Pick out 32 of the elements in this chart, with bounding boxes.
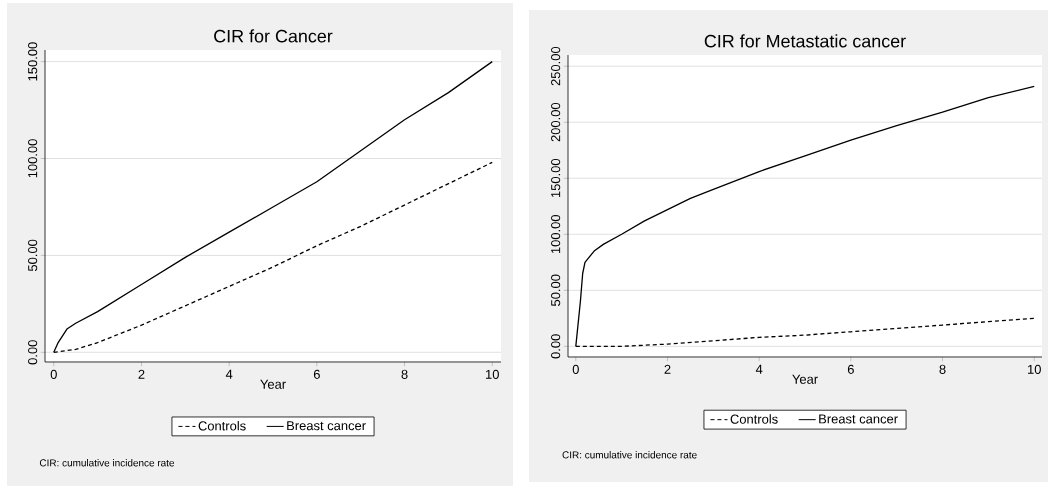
chart-title: CIR for Metastatic cancer xyxy=(704,34,906,48)
y-tick-label: 200.00 xyxy=(551,102,561,142)
y-tick-label: 100.00 xyxy=(551,214,561,254)
text: CIR: cumulative incidence rate xyxy=(562,451,697,459)
x-tick-label: 4 xyxy=(755,364,763,374)
x-tick-label: 10 xyxy=(1028,364,1041,374)
x-axis-title: Year xyxy=(792,374,818,384)
x-tick-label: 8 xyxy=(939,364,946,374)
legend-label: Breast cancer xyxy=(287,421,366,431)
legend-label: Controls xyxy=(198,420,246,431)
legend-label: Controls xyxy=(730,414,778,424)
x-tick-label: 6 xyxy=(313,369,320,379)
y-tick-label: 150.00 xyxy=(551,158,561,198)
y-tick-label: 50.00 xyxy=(551,274,561,306)
x-tick-label: 10 xyxy=(486,369,499,379)
x-tick-label: 0 xyxy=(572,364,579,374)
y-tick-label: 150.00 xyxy=(28,42,38,81)
x-tick-label: 6 xyxy=(847,364,854,374)
y-tick-label: 250.00 xyxy=(551,46,561,86)
y-tick-label: 100.00 xyxy=(28,139,38,178)
x-tick-label: 0 xyxy=(50,369,57,379)
x-tick-label: 4 xyxy=(225,369,233,379)
chart-title: CIR for Cancer xyxy=(214,29,333,43)
y-tick-label: 50.00 xyxy=(28,239,38,272)
y-tick-label: 0.00 xyxy=(28,340,38,365)
text: CIR: cumulative incidence rate xyxy=(39,459,175,467)
legend-label: Breast cancer xyxy=(819,414,898,424)
x-axis-title: Year xyxy=(260,379,286,389)
x-tick-label: 8 xyxy=(401,369,408,379)
x-tick-label: 2 xyxy=(664,364,671,374)
x-tick-label: 2 xyxy=(138,369,145,379)
y-tick-label: 0.00 xyxy=(551,334,561,359)
